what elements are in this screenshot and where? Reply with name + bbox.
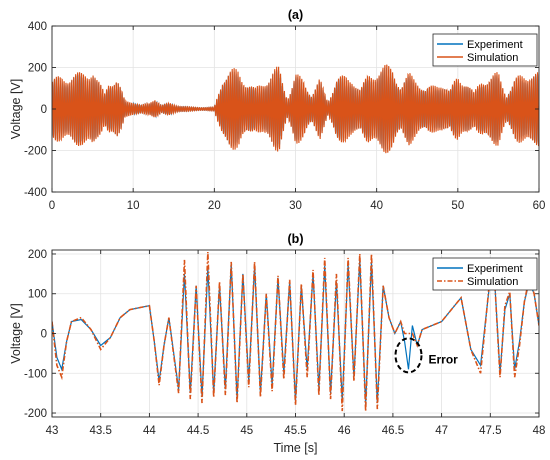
series-simulation-line bbox=[52, 64, 539, 154]
x-tick-label: 48 bbox=[533, 425, 546, 437]
y-axis-label: Voltage [V] bbox=[9, 303, 23, 363]
panel-a: 0 10 20 30 40 50 60 400 200 0 -200 -400 (a) Voltage [… bbox=[9, 8, 545, 212]
legend-label-experiment: Experiment bbox=[467, 263, 523, 275]
x-tick-label: 44.5 bbox=[187, 425, 209, 437]
y-tick-label: 400 bbox=[28, 21, 47, 33]
x-tick-label: 30 bbox=[289, 200, 302, 212]
chart-title: (a) bbox=[288, 8, 303, 22]
x-tick-label: 46.5 bbox=[382, 425, 404, 437]
x-tick-label: 43 bbox=[46, 425, 59, 437]
y-axis-label: Voltage [V] bbox=[9, 79, 23, 139]
x-tick-label: 47 bbox=[435, 425, 448, 437]
y-tick-label: -100 bbox=[24, 368, 47, 380]
x-tick-label: 0 bbox=[49, 200, 55, 212]
x-tick-label: 60 bbox=[533, 200, 546, 212]
x-axis-label: Time [s] bbox=[274, 441, 318, 455]
error-label: Error bbox=[428, 352, 458, 366]
chart-title: (b) bbox=[288, 232, 304, 246]
legend-label-simulation: Simulation bbox=[467, 276, 518, 288]
x-tick-label: 10 bbox=[127, 200, 140, 212]
legend-label-experiment: Experiment bbox=[467, 39, 523, 51]
x-tick-label: 44 bbox=[143, 425, 156, 437]
x-tick-label: 40 bbox=[370, 200, 383, 212]
x-tick-label: 43.5 bbox=[90, 425, 112, 437]
legend-label-simulation: Simulation bbox=[467, 52, 518, 64]
data-layer bbox=[52, 251, 539, 412]
data-layer bbox=[52, 64, 539, 154]
error-circle bbox=[394, 337, 423, 374]
x-tick-label: 45.5 bbox=[284, 425, 306, 437]
panel-b: Error 43 43.5 44 44.5 45 45.5 46 46.5 47 47.5 48 200… bbox=[9, 232, 545, 455]
x-tick-label: 46 bbox=[338, 425, 351, 437]
legend-box bbox=[432, 33, 538, 67]
x-tick-label: 20 bbox=[208, 200, 221, 212]
x-tick-label: 47.5 bbox=[479, 425, 501, 437]
x-tick-label: 50 bbox=[451, 200, 464, 212]
y-tick-label: 0 bbox=[41, 329, 47, 341]
legend-box bbox=[432, 257, 538, 291]
x-tick-label: 45 bbox=[240, 425, 253, 437]
y-tick-label: -200 bbox=[24, 408, 47, 420]
y-tick-label: 200 bbox=[28, 249, 47, 261]
y-tick-label: -200 bbox=[24, 146, 47, 158]
y-tick-label: 200 bbox=[28, 63, 47, 75]
y-tick-label: 100 bbox=[28, 289, 47, 301]
y-tick-label: 0 bbox=[41, 104, 47, 116]
y-tick-label: -400 bbox=[24, 187, 47, 199]
